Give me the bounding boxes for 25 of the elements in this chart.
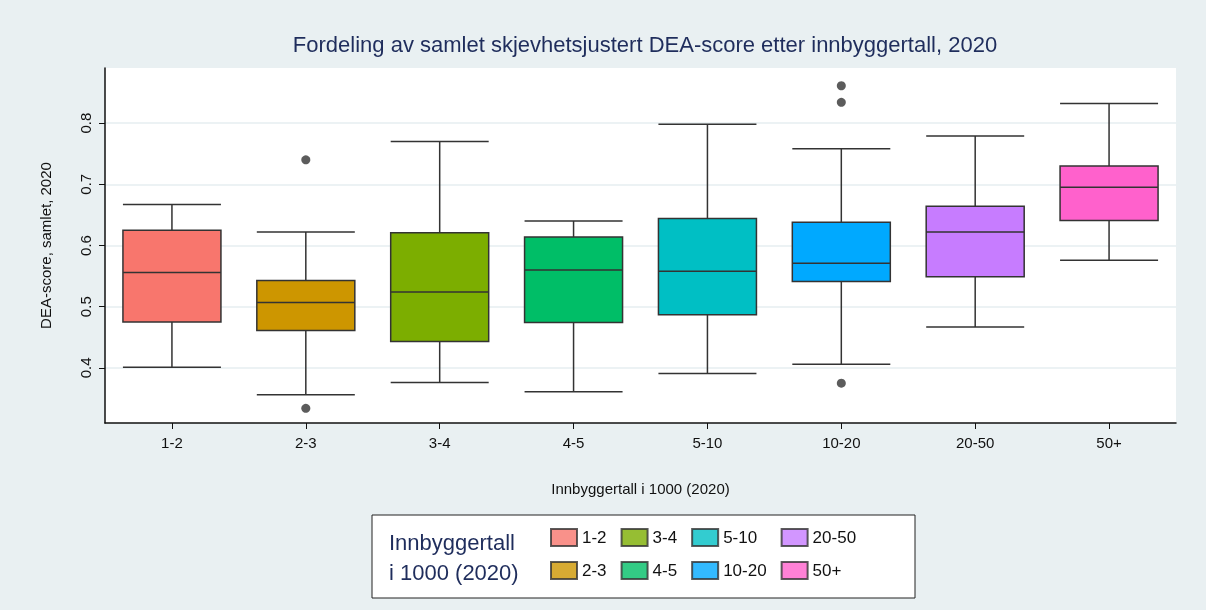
legend-title: Innbyggertall i 1000 (2020)	[389, 529, 519, 585]
x-tick-label: 3-4	[428, 434, 451, 451]
legend-label: 2-3	[582, 561, 607, 580]
x-tick-label: 5-10	[692, 434, 723, 451]
x-axis-title: Innbyggertall i 1000 (2020)	[551, 480, 730, 497]
chart-title: Fordeling av samlet skjevhetsjustert DEA-score etter innbyggertall, 2020	[292, 31, 998, 57]
legend-label: 4-5	[652, 561, 678, 580]
x-tick-label: 50+	[1096, 434, 1123, 451]
x-tick-label: 10-20	[822, 434, 861, 451]
y-tick-label: 0.4	[77, 357, 94, 379]
legend-label: 10-20	[723, 561, 767, 580]
legend-label: 1-2	[582, 528, 607, 547]
legend-label: 3-4	[652, 528, 678, 547]
x-tick-label: 20-50	[956, 434, 995, 451]
y-tick-label: 0.7	[77, 173, 94, 195]
legend-label: 5-10	[723, 528, 758, 547]
x-tick-label: 4-5	[562, 434, 585, 451]
y-tick-label: 0.6	[77, 235, 94, 256]
y-axis-title: DEA-score, samlet, 2020	[37, 162, 54, 329]
x-tick-label: 2-3	[294, 434, 317, 451]
y-tick-label: 0.5	[77, 296, 94, 318]
y-tick-label: 0.8	[77, 112, 94, 134]
legend-label: 50+	[812, 561, 842, 580]
x-tick-label: 1-2	[161, 434, 183, 451]
legend-label: 20-50	[812, 528, 857, 547]
